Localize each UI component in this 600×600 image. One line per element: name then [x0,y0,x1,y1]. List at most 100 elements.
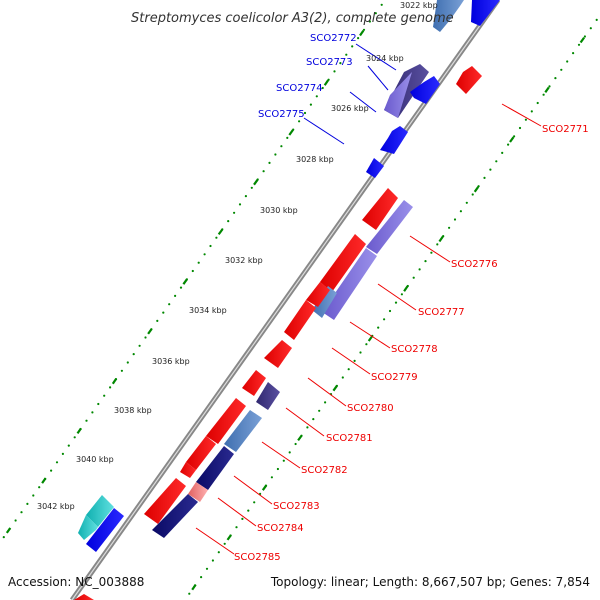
ruler-dot [465,201,468,204]
gene-label-sco2784[interactable]: SCO2784 [257,523,304,534]
gene-arrow[interactable] [256,382,280,410]
tick-label: 3040 kbp [76,455,114,464]
gene-arrow[interactable] [242,370,266,396]
gene-arrow[interactable] [471,0,500,26]
ruler-tick [359,29,365,37]
ruler-dot [85,419,88,422]
ruler-tick [5,527,12,534]
gene-arrow[interactable] [284,300,316,340]
gene-arrow[interactable] [410,76,440,104]
gene-arrow[interactable] [312,286,337,318]
ruler-dot [377,326,380,329]
gene-label-sco2778[interactable]: SCO2778 [391,344,438,355]
ruler-dot [513,135,516,138]
ruler-tick [111,378,118,385]
ruler-dot [235,526,238,529]
gene-arrow[interactable] [152,494,198,538]
gene-label-sco2781[interactable]: SCO2781 [326,433,373,444]
gene-arrow[interactable] [380,126,408,154]
ruler-dot [132,353,135,356]
ruler-dot [359,351,362,354]
gene-arrow[interactable] [306,282,330,307]
gene-arrow[interactable] [264,340,292,368]
ruler-dot [73,436,76,439]
ruler-dot [268,161,271,164]
tick-label: 3042 kbp [37,502,75,511]
ruler-dot [55,461,59,464]
ruler-dot [276,467,279,471]
ruler-dot [351,45,354,48]
gene-arrow[interactable] [186,436,216,470]
gene-arrow[interactable] [433,0,464,32]
ruler-dot [168,303,171,306]
gene-label-sco2774[interactable]: SCO2774 [276,83,323,94]
ruler-dot [589,27,592,30]
gene-label-sco2779[interactable]: SCO2779 [371,372,418,383]
gene-arrow[interactable] [224,410,262,452]
gene-arrow[interactable] [86,495,114,527]
gene-arrow[interactable] [456,66,482,94]
ruler-dot [174,294,177,297]
gene-arrow[interactable] [320,234,366,292]
gene-label-sco2773[interactable]: SCO2773 [306,57,353,68]
gene-label-sco2771[interactable]: SCO2771 [542,124,589,135]
tick-label: 3028 kbp [296,155,334,164]
ruler-dot [471,193,474,196]
ruler-dot [205,567,209,570]
ruler-tick [332,385,338,392]
ruler-dot [560,68,563,71]
gene-label-sco2775[interactable]: SCO2775 [258,109,305,120]
gene-label-sco2772[interactable]: SCO2772 [310,33,357,44]
gene-label-sco2776[interactable]: SCO2776 [451,259,498,270]
gene-arrow[interactable] [188,482,208,502]
ruler-dot [400,293,403,296]
ruler-dot [191,269,194,273]
ruler-dot [262,170,265,173]
gene-arrow[interactable] [322,248,377,320]
ruler-tick [473,186,480,193]
tick-label: 3036 kbp [152,357,190,366]
ruler-dot [365,343,368,346]
ruler-dot [380,3,383,6]
ruler-dot [577,43,581,46]
ruler-tick [217,228,224,236]
gene-arrow[interactable] [206,398,246,444]
ruler-tick [509,136,515,143]
gene-arrow[interactable] [74,594,94,600]
ruler-dot [298,120,301,123]
ruler-tick [261,484,268,491]
ruler-dot [448,226,451,229]
gene-arrow[interactable] [144,478,186,524]
gene-label-sco2782[interactable]: SCO2782 [301,465,348,476]
ruler-dot [200,576,203,579]
gene-arrow[interactable] [78,515,98,540]
ruler-tick [76,427,82,435]
gene-arrow[interactable] [366,200,413,254]
ruler-tick [41,477,47,484]
ruler-dot [388,309,392,313]
gene-arrow[interactable] [366,158,384,178]
ruler-dot [374,12,377,15]
gene-label-sco2780[interactable]: SCO2780 [347,403,394,414]
ruler-dot [424,260,427,263]
gene-arrow[interactable] [196,446,234,490]
ruler-dot [412,276,415,279]
ruler-dot [215,236,218,239]
ruler-dot [26,502,29,505]
tick-label: 3030 kbp [260,206,298,215]
gene-arrow[interactable] [384,72,412,118]
gene-label-sco2777[interactable]: SCO2777 [418,307,465,318]
gene-arrow[interactable] [180,462,196,478]
ruler-dot [309,103,312,106]
ruler-dot [459,210,462,213]
gene-label-sco2783[interactable]: SCO2783 [273,501,320,512]
forward-strand-genes [74,66,482,600]
ruler-dot [223,542,226,545]
gene-label-sco2785[interactable]: SCO2785 [234,552,281,563]
ruler-dot [197,261,200,264]
gene-arrow[interactable] [362,188,398,230]
gene-arrow[interactable] [86,508,124,552]
ruler-tick [544,86,550,93]
ruler-dot [566,60,569,63]
